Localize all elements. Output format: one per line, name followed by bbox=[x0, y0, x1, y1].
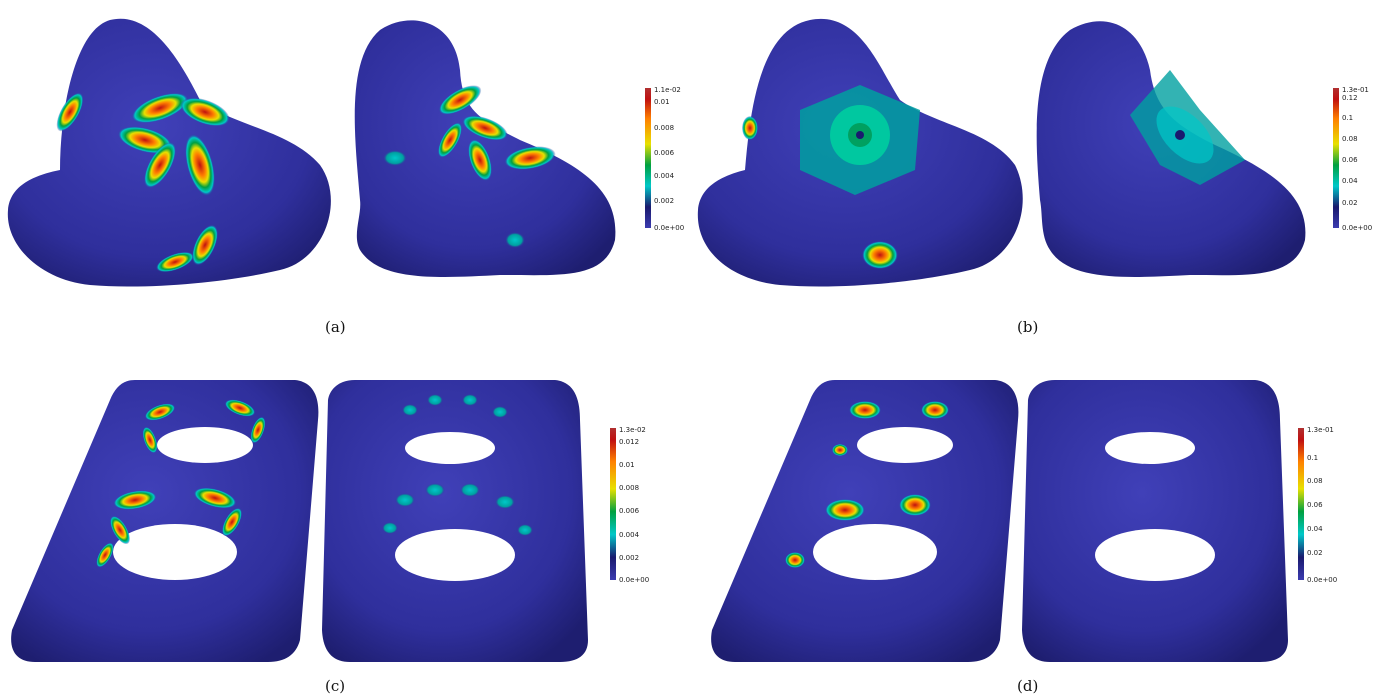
pattern-c-right bbox=[382, 394, 533, 536]
colorbar-a-tick: 0.002 bbox=[654, 197, 674, 205]
colorbar-d-tick: 0.1 bbox=[1307, 454, 1318, 462]
caption-b: (b) bbox=[1017, 318, 1039, 336]
colorbar-d: 1.3e-01 0.1 0.08 0.06 0.04 0.02 0.0e+00 bbox=[1298, 426, 1337, 584]
surface-c-left bbox=[11, 380, 319, 662]
colorbar-a-gradient bbox=[645, 88, 651, 228]
colorbar-a-max: 1.1e-02 bbox=[654, 86, 681, 94]
caption-d: (d) bbox=[1017, 677, 1039, 695]
colorbar-b-tick: 0.1 bbox=[1342, 114, 1353, 122]
panel-b: 1.3e-01 0.12 0.1 0.08 0.06 0.04 0.02 0.0… bbox=[697, 18, 1372, 287]
surface-d-right bbox=[1022, 380, 1288, 662]
pattern-b-left bbox=[742, 85, 920, 269]
hole-c-left-top bbox=[157, 427, 253, 463]
colorbar-c-gradient bbox=[610, 428, 616, 580]
colorbar-c-max: 1.3e-02 bbox=[619, 426, 646, 434]
colorbar-c-min: 0.0e+00 bbox=[619, 576, 649, 584]
colorbar-d-min: 0.0e+00 bbox=[1307, 576, 1337, 584]
surface-d-left bbox=[711, 380, 1019, 662]
panel-a: 1.1e-02 0.01 0.008 0.006 0.004 0.002 0.0… bbox=[7, 18, 684, 287]
colorbar-a-tick: 0.01 bbox=[654, 98, 670, 106]
colorbar-c-tick: 0.006 bbox=[619, 507, 640, 515]
hole-d-right-top bbox=[1105, 432, 1195, 464]
colorbar-b: 1.3e-01 0.12 0.1 0.08 0.06 0.04 0.02 0.0… bbox=[1333, 86, 1372, 232]
colorbar-a: 1.1e-02 0.01 0.008 0.006 0.004 0.002 0.0… bbox=[645, 86, 684, 232]
colorbar-b-tick: 0.04 bbox=[1342, 177, 1358, 185]
caption-c: (c) bbox=[325, 677, 346, 695]
colorbar-b-tick: 0.06 bbox=[1342, 156, 1358, 164]
colorbar-c-tick: 0.004 bbox=[619, 531, 640, 539]
colorbar-d-tick: 0.04 bbox=[1307, 525, 1323, 533]
hole-d-right-bottom bbox=[1095, 529, 1215, 581]
colorbar-c-tick: 0.002 bbox=[619, 554, 639, 562]
pattern-d-left bbox=[785, 401, 949, 568]
pattern-a-left bbox=[56, 92, 230, 273]
colorbar-c-tick: 0.01 bbox=[619, 461, 635, 469]
colorbar-d-gradient bbox=[1298, 428, 1304, 580]
colorbar-b-max: 1.3e-01 bbox=[1342, 86, 1369, 94]
panel-d: 1.3e-01 0.1 0.08 0.06 0.04 0.02 0.0e+00 bbox=[711, 380, 1337, 662]
colorbar-b-min: 0.0e+00 bbox=[1342, 224, 1372, 232]
surface-c-right bbox=[322, 380, 588, 662]
colorbar-c: 1.3e-02 0.012 0.01 0.008 0.006 0.004 0.0… bbox=[610, 426, 649, 584]
hole-d-left-top bbox=[857, 427, 953, 463]
colorbar-a-tick: 0.008 bbox=[654, 124, 674, 132]
caption-a: (a) bbox=[325, 318, 346, 336]
hole-c-right-bottom bbox=[395, 529, 515, 581]
colorbar-d-tick: 0.02 bbox=[1307, 549, 1323, 557]
colorbar-d-max: 1.3e-01 bbox=[1307, 426, 1334, 434]
panel-c: 1.3e-02 0.012 0.01 0.008 0.006 0.004 0.0… bbox=[11, 380, 649, 662]
pattern-a-right bbox=[383, 85, 556, 248]
colorbar-b-tick: 0.12 bbox=[1342, 94, 1358, 102]
pattern-b-right bbox=[1130, 70, 1245, 185]
colorbar-c-tick: 0.008 bbox=[619, 484, 639, 492]
colorbar-a-tick: 0.004 bbox=[654, 172, 675, 180]
pattern-c-left bbox=[96, 399, 266, 568]
hole-c-left-bottom bbox=[113, 524, 237, 580]
colorbar-a-tick: 0.006 bbox=[654, 149, 675, 157]
colorbar-a-min: 0.0e+00 bbox=[654, 224, 684, 232]
colorbar-d-tick: 0.08 bbox=[1307, 477, 1323, 485]
colorbar-c-tick: 0.012 bbox=[619, 438, 639, 446]
colorbar-b-tick: 0.02 bbox=[1342, 199, 1358, 207]
colorbar-b-gradient bbox=[1333, 88, 1339, 228]
colorbar-b-tick: 0.08 bbox=[1342, 135, 1358, 143]
hole-c-right-top bbox=[405, 432, 495, 464]
hole-d-left-bottom bbox=[813, 524, 937, 580]
colorbar-d-tick: 0.06 bbox=[1307, 501, 1323, 509]
